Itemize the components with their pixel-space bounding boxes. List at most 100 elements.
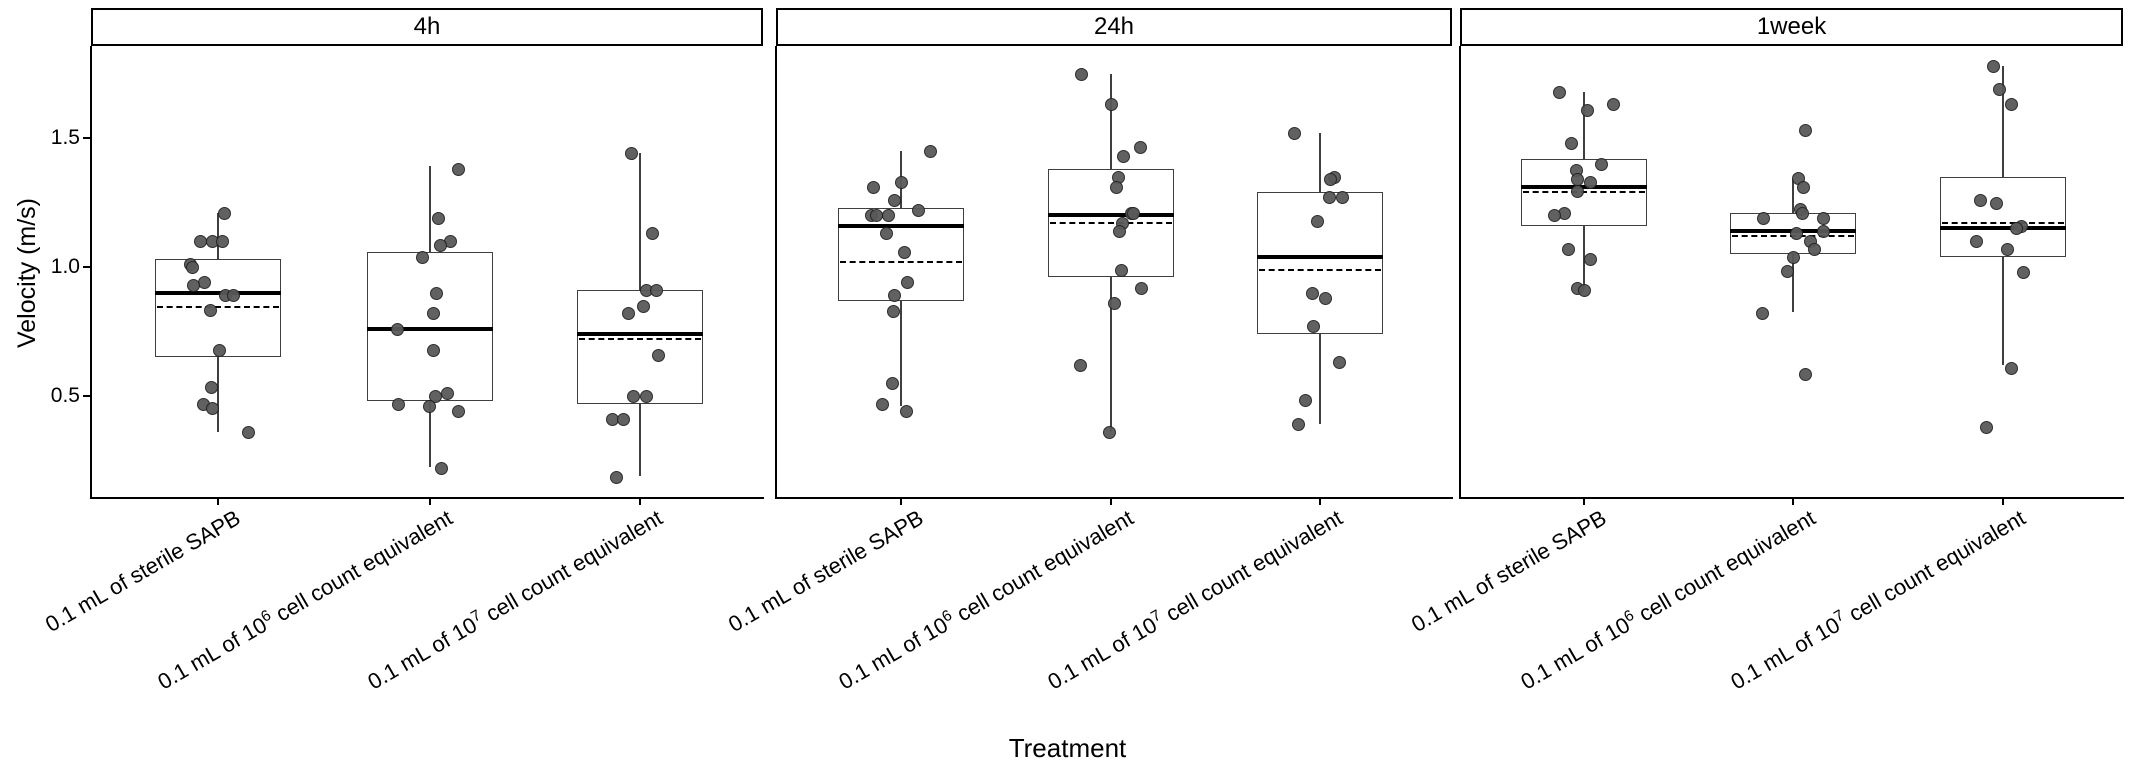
jitter-point [1074,67,1088,81]
jitter-point [391,397,405,411]
jitter-point [2009,221,2023,235]
jitter-point [1102,425,1116,439]
y-axis-title: Velocity (m/s) [13,197,41,349]
jitter-point [415,250,429,264]
x-category-label: 0.1 mL of 107 cell count equivalent [1043,505,1347,695]
jitter-point [900,275,914,289]
jitter-point [1780,264,1794,278]
median-line [1521,185,1647,189]
x-category-label: 0.1 mL of 107 cell count equivalent [1726,505,2030,695]
x-tick-mark [900,499,902,505]
jitter-point [1287,126,1301,140]
jitter-point [241,425,255,439]
jitter-point [1786,250,1800,264]
jitter-point [440,386,454,400]
jitter-point [639,389,653,403]
jitter-point [1298,393,1312,407]
x-tick-mark [1110,499,1112,505]
jitter-point [1816,211,1830,225]
jitter-point [1116,149,1130,163]
jitter-point [1112,224,1126,238]
y-tick-label: 0.5 [50,384,80,407]
jitter-point [1104,97,1118,111]
x-axis-line [90,497,764,499]
x-tick-mark [2002,499,2004,505]
jitter-point [887,288,901,302]
jitter-point [429,286,443,300]
jitter-point [1583,175,1597,189]
jitter-point [887,193,901,207]
x-axis-line [775,497,1453,499]
x-tick-mark [1319,499,1321,505]
jitter-point [1580,103,1594,117]
median-line [1048,213,1174,217]
jitter-point [186,278,200,292]
jitter-point [911,203,925,217]
y-tick-mark [83,266,91,268]
jitter-point [204,380,218,394]
y-tick-mark [83,137,91,139]
jitter-point [433,238,447,252]
y-tick-mark [83,395,91,397]
jitter-point [390,322,404,336]
facet-strip-4h: 4h [91,8,763,46]
jitter-point [1570,184,1584,198]
jitter-point [1107,296,1121,310]
jitter-point [645,226,659,240]
x-axis-title: Treatment [1008,733,1127,763]
jitter-point [212,343,226,357]
jitter-point [1114,263,1128,277]
jitter-point [1577,283,1591,297]
y-tick-label: 1.5 [50,126,80,149]
boxplot-box [367,252,493,401]
jitter-point [2004,97,2018,111]
median-line [577,332,703,336]
jitter-point [1322,190,1336,204]
median-line [155,291,281,295]
jitter-point [205,401,219,415]
facet-strip-1week: 1week [1460,8,2123,46]
jitter-point [2016,265,2030,279]
jitter-point [1992,82,2006,96]
jitter-point [1318,291,1332,305]
boxplot-box [155,259,281,357]
x-tick-mark [639,499,641,505]
jitter-point [1789,226,1803,240]
jitter-point [428,389,442,403]
jitter-point [426,343,440,357]
jitter-point [885,376,899,390]
jitter-point [1310,214,1324,228]
jitter-point [215,234,229,248]
mean-dashed-line [157,306,279,308]
y-axis-line [1459,46,1461,499]
jitter-point [897,245,911,259]
jitter-point [1335,190,1349,204]
x-category-label: 0.1 mL of 106 cell count equivalent [153,505,457,695]
jitter-point [609,470,623,484]
jitter-point [1547,208,1561,222]
facet-strip-label: 24h [1093,13,1135,40]
jitter-point [422,399,436,413]
y-tick-label: 1.0 [50,255,80,278]
jitter-point [1305,286,1319,300]
jitter-point [1583,252,1597,266]
jitter-point [621,306,635,320]
mean-dashed-line [840,261,962,263]
jitter-point [1807,242,1821,256]
mean-dashed-line [579,338,701,340]
x-category-label: 0.1 mL of 106 cell count equivalent [1516,505,1820,695]
mean-dashed-line [1259,269,1381,271]
jitter-point [226,288,240,302]
jitter-point [1798,123,1812,137]
mean-dashed-line [1050,222,1172,224]
jitter-point [1795,206,1809,220]
jitter-point [1816,224,1830,238]
jitter-point [1986,59,2000,73]
jitter-point [1133,140,1147,154]
jitter-point [616,412,630,426]
jitter-point [899,404,913,418]
jitter-point [426,306,440,320]
jitter-point [866,180,880,194]
jitter-point [451,404,465,418]
jitter-point [879,226,893,240]
